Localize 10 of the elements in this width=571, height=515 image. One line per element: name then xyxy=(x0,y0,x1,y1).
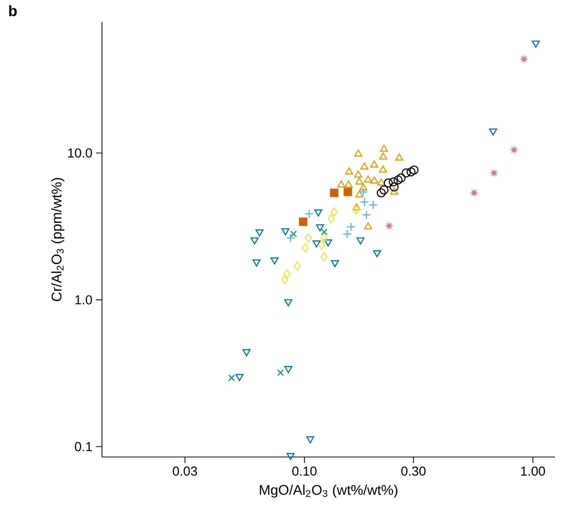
x-tick-label: 0.03 xyxy=(172,466,198,476)
x-tick-label: 0.30 xyxy=(401,466,426,476)
y-tick-label: 10.0 xyxy=(68,148,92,158)
y-tick-label: 1.0 xyxy=(75,295,92,304)
x-tick-label: 0.10 xyxy=(292,466,317,476)
x-tick-label: 1.00 xyxy=(521,466,546,476)
x-axis-title: MgO/Al$_{2}$O$_{3}$ (wt%/wt%) xyxy=(260,484,398,498)
chart-title: b xyxy=(9,5,17,16)
y-axis-title: Cr/Al$_{2}$O$_{3}$ (ppm/wt%) xyxy=(51,178,64,302)
y-tick-label: 0.1 xyxy=(74,442,92,452)
